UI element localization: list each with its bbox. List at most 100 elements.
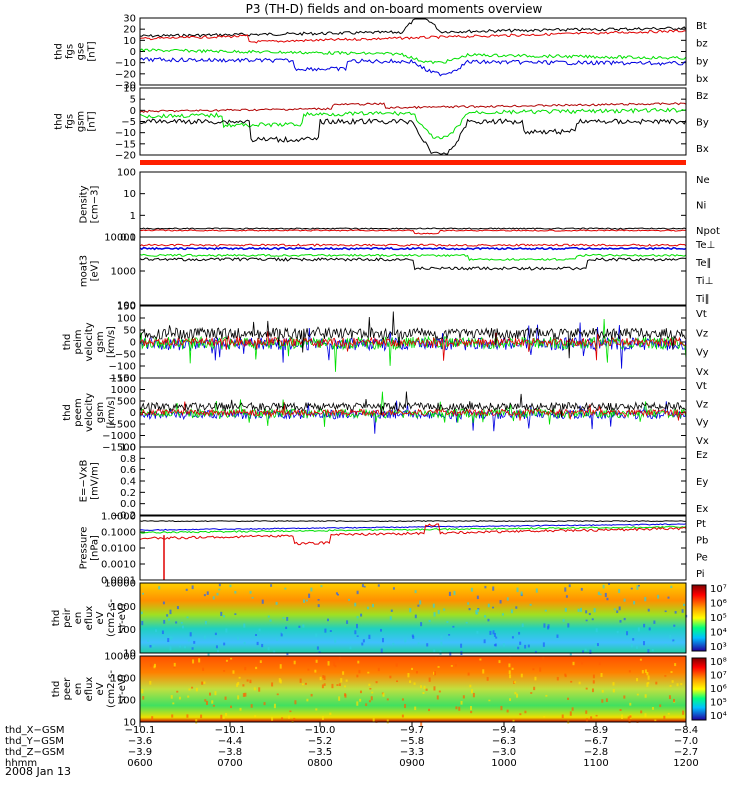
y-tick-label: 0: [130, 47, 136, 58]
spectrogram-noise: [484, 615, 487, 618]
spectrogram-noise: [644, 713, 647, 718]
spectrogram-noise: [372, 603, 375, 608]
spectrogram-noise: [206, 700, 209, 706]
y-tick-label: −1000: [102, 431, 136, 442]
legend-entry: bx: [696, 74, 708, 85]
spectrogram-noise: [674, 663, 677, 667]
spectrogram-noise: [612, 682, 615, 686]
spectrogram-noise: [437, 609, 440, 615]
spectrogram-noise: [476, 630, 479, 634]
spectrogram-noise: [169, 658, 172, 661]
spectrogram-noise: [623, 695, 626, 699]
panel-frame: [139, 87, 687, 156]
spectrogram-noise: [191, 647, 194, 650]
spectrogram-noise: [517, 646, 520, 650]
spectrogram-noise: [180, 621, 183, 624]
spectrogram-noise: [669, 685, 672, 687]
spectrogram-noise: [591, 688, 594, 693]
series-Vz: [139, 401, 687, 421]
colorbar-tick-label: 10⁴: [710, 711, 727, 722]
spectrogram-noise: [635, 645, 638, 649]
spectrogram-noise: [511, 667, 514, 670]
series-Ne: [139, 229, 687, 235]
spectrogram-noise: [236, 636, 239, 641]
legend-entry: Ti⊥: [695, 276, 713, 287]
spectrogram-noise: [281, 632, 284, 634]
spectrogram-noise: [673, 624, 676, 627]
panel-frame: [139, 582, 687, 654]
ylabel-line: peem: [73, 398, 84, 426]
spectrogram-noise: [668, 695, 671, 700]
spectrogram-noise: [470, 689, 473, 694]
spectrogram-noise: [152, 644, 155, 647]
spectrogram-noise: [582, 650, 585, 654]
ylabel-line: E=−VxB: [79, 460, 90, 503]
spectrogram-noise: [392, 587, 395, 590]
series-Pe: [139, 525, 687, 534]
y-tick-label: 1000: [111, 674, 136, 685]
spectrogram-noise: [633, 600, 636, 605]
ylabel-line: [nT]: [87, 41, 98, 61]
panel-ylabel: thdpeimvelocitygsm[km/s]: [62, 322, 117, 361]
spectrogram-noise: [521, 623, 524, 628]
spectrogram-noise: [672, 639, 675, 642]
spectrogram-noise: [483, 639, 486, 644]
spectrogram-noise: [284, 587, 287, 590]
spectrogram-noise: [386, 698, 389, 701]
ylabel-line: thd: [62, 334, 73, 351]
spectrogram-noise: [413, 682, 416, 685]
ephem-value: 1100: [583, 758, 608, 769]
spectrogram-noise: [500, 705, 503, 711]
spectrogram-noise: [331, 683, 334, 689]
spectrogram-noise: [420, 622, 423, 627]
spectrogram-noise: [569, 711, 572, 716]
ylabel-line: Density: [79, 185, 90, 223]
spectrogram-noise: [356, 674, 359, 678]
colorbar-tick-label: 10⁶: [710, 684, 727, 695]
legend-entry: Pb: [696, 536, 708, 547]
spectrogram-noise: [369, 687, 372, 690]
y-tick-label: 30: [123, 14, 136, 25]
spectrogram-noise: [368, 634, 371, 640]
panel-peer-spec: thdpeerenefluxeV(cm2-s-sr-eV) 10000 1000 10…: [51, 652, 727, 729]
spectrogram-noise: [643, 641, 646, 646]
spectrogram-noise: [212, 704, 215, 707]
ylabel-line: gsm: [76, 111, 87, 132]
spectrogram-noise: [669, 634, 672, 639]
y-tick-label: 0: [130, 106, 136, 117]
spectrogram-noise: [438, 656, 441, 661]
spectrogram-noise: [618, 588, 621, 593]
spectrogram-noise: [664, 610, 667, 613]
panel-ylabel: Pressure[nPa]: [79, 527, 101, 570]
spectrogram-noise: [377, 667, 380, 672]
spectrogram-noise: [515, 606, 518, 609]
y-tick-label: −1500: [102, 443, 136, 454]
spectrogram-noise: [584, 648, 587, 652]
spectrogram-noise: [629, 715, 632, 718]
colorbar-tick-label: 10⁵: [710, 698, 727, 709]
spectrogram-noise: [601, 689, 604, 693]
spectrogram-noise: [636, 585, 639, 590]
panel-pressure: Pressure[nPa]1.00000.10000.01000.00100.0…: [79, 512, 709, 587]
spectrogram-noise: [667, 596, 670, 599]
spectrogram-noise: [357, 660, 360, 664]
spectrogram-noise: [281, 717, 284, 720]
spectrogram-noise: [637, 627, 640, 632]
spectrogram-noise: [616, 610, 619, 614]
y-tick-label: 0.0010: [101, 560, 136, 571]
ephem-value: −9.4: [492, 725, 516, 736]
spectrogram-noise: [317, 604, 320, 608]
spectrogram-noise: [544, 609, 547, 612]
spectrogram-noise: [141, 592, 144, 595]
y-tick-label: 1: [130, 211, 136, 222]
spectrogram-noise: [681, 609, 684, 613]
legend-entry: Vx: [696, 367, 709, 378]
panel-ylabel: thdpeemvelocitygsm[km/s]: [62, 393, 117, 432]
spectrogram-noise: [411, 667, 414, 671]
spectrogram-noise: [267, 646, 270, 651]
spectrogram-noise: [212, 596, 215, 600]
spectrogram-noise: [187, 639, 190, 642]
spectrogram-noise: [454, 664, 457, 667]
spectrogram-noise: [203, 635, 206, 640]
